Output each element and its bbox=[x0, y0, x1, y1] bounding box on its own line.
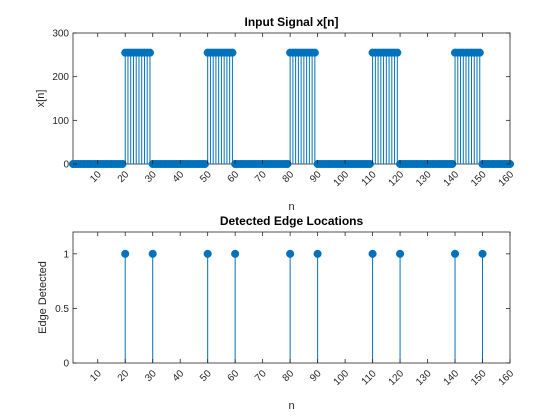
y-axis-label: x[n] bbox=[35, 90, 47, 108]
y-tick-label: 0.5 bbox=[55, 304, 69, 315]
input-signal-axes: 10 20 30 40 50 60 70 80 90 100 110 120 130 140 150 1600… bbox=[35, 15, 516, 213]
y-tick-label: 200 bbox=[52, 72, 69, 83]
stem-marker bbox=[286, 249, 295, 258]
y-tick-label: 300 bbox=[52, 29, 69, 40]
stem-marker bbox=[393, 48, 402, 57]
stem-marks bbox=[68, 48, 515, 169]
stem-marker bbox=[121, 249, 130, 258]
chart-title: Input Signal x[n] bbox=[245, 15, 339, 29]
stem-marker bbox=[145, 48, 155, 57]
stem-marker bbox=[396, 249, 405, 258]
y-tick-label: 1 bbox=[63, 249, 69, 260]
stem-marker bbox=[365, 159, 374, 169]
stem-marker bbox=[118, 159, 127, 169]
y-tick-label: 0 bbox=[63, 160, 69, 171]
y-axis-label: Edge Detected bbox=[37, 261, 49, 334]
stem-marker bbox=[313, 249, 322, 258]
edge-locations-axes: 10 20 30 40 50 60 70 80 90 100 110 120 130 140 150 1600… bbox=[37, 214, 516, 412]
stem-marker bbox=[231, 249, 240, 258]
stem-marker bbox=[203, 249, 212, 258]
chart-title: Detected Edge Locations bbox=[220, 214, 364, 228]
stem-marker bbox=[368, 249, 377, 258]
stem-marker bbox=[450, 249, 460, 258]
stem-marker bbox=[448, 159, 457, 169]
stem-marker bbox=[478, 249, 487, 258]
y-tick-label: 0 bbox=[63, 359, 69, 370]
stem-marker bbox=[310, 48, 319, 57]
stem-marker bbox=[475, 48, 484, 57]
stem-marker bbox=[200, 159, 209, 169]
stem-marker bbox=[283, 159, 292, 169]
y-tick-label: 100 bbox=[52, 116, 69, 127]
stem-marker bbox=[228, 48, 237, 57]
x-axis-label: n bbox=[288, 400, 294, 412]
x-axis-label: n bbox=[288, 201, 294, 213]
stem-marker bbox=[148, 249, 157, 258]
stem-marks bbox=[121, 249, 487, 363]
